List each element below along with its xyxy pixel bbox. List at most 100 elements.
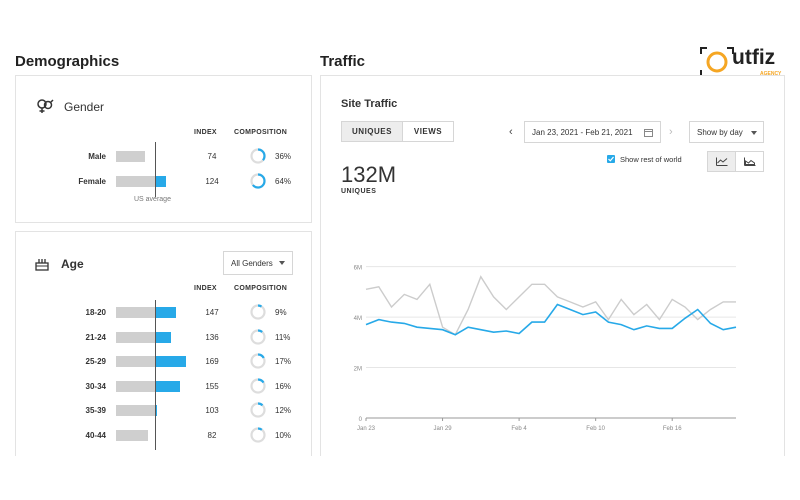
gender-icon (37, 99, 54, 113)
age-composition-header: COMPOSITION (234, 285, 288, 292)
gender-row-label: Female (78, 177, 106, 186)
age-index-bar (156, 331, 171, 343)
age-index-header: INDEX (194, 285, 217, 292)
composition-ring-icon (250, 304, 266, 320)
big-metric-value: 132M (341, 162, 397, 187)
age-composition-value: 11% (275, 332, 291, 342)
x-tick-label: Jan 29 (434, 426, 453, 432)
us-average-label: US average (134, 196, 171, 203)
composition-ring-icon (250, 328, 266, 345)
age-composition-value: 17% (275, 357, 292, 366)
site-traffic-chart: 0 2M 4M 6M Jan 23 Jan 29 Feb 4 Feb 10 Feb 16 (354, 266, 737, 432)
age-row-label: 30-34 (85, 381, 106, 391)
chevron-down-icon (751, 131, 757, 135)
age-index-value: 82 (207, 430, 217, 440)
traffic-title: Traffic (320, 53, 366, 70)
cake-icon (35, 259, 49, 271)
date-range-value: Jan 23, 2021 - Feb 21, 2021 (532, 127, 633, 137)
age-index-value: 155 (205, 381, 219, 391)
age-index-bar (156, 307, 176, 318)
gender-index-header: INDEX (194, 129, 217, 136)
age-card: Age All Genders INDEX COMPOSITION 18-20 1… (15, 231, 312, 456)
age-row-label: 25-29 (85, 357, 106, 366)
composition-ring-icon (250, 377, 266, 394)
line-chart-icon (715, 157, 727, 166)
show-rest-label: Show rest of world (620, 155, 682, 164)
area-chart-toggle[interactable] (735, 151, 764, 172)
age-composition-value: 10% (275, 430, 292, 440)
show-by-dropdown[interactable]: Show by day (689, 121, 764, 143)
check-icon (608, 156, 614, 162)
date-range-picker[interactable]: Jan 23, 2021 - Feb 21, 2021 (524, 121, 661, 143)
composition-ring-icon (250, 148, 266, 164)
x-tick-label: Feb 4 (511, 426, 527, 432)
age-row-label: 18-20 (85, 308, 106, 317)
gender-index-bar (156, 176, 166, 187)
age-index-bar (156, 405, 157, 416)
age-index-bar (116, 429, 148, 441)
show-rest-checkbox[interactable] (607, 155, 615, 163)
age-index-bar (156, 356, 186, 367)
line-chart-toggle[interactable] (707, 151, 736, 172)
gender-title: Gender (64, 100, 105, 114)
tab-views[interactable]: VIEWS (402, 121, 454, 142)
area-chart-icon (743, 157, 755, 166)
big-metric-label: UNIQUES (341, 188, 377, 195)
age-baseline-bar (116, 405, 155, 416)
gender-filter-dropdown[interactable]: All Genders (223, 251, 293, 275)
age-composition-value: 16% (275, 381, 292, 391)
age-row-label: 40-44 (85, 430, 106, 440)
age-baseline-bar (116, 307, 155, 318)
logo-subtext: AGENCY (760, 71, 782, 77)
age-index-value: 169 (205, 357, 219, 366)
gender-filter-value: All Genders (231, 258, 273, 268)
composition-ring-icon (250, 173, 266, 189)
composition-ring-icon (250, 402, 266, 418)
age-title: Age (61, 257, 84, 271)
age-baseline-bar (116, 356, 155, 367)
gender-baseline-bar (116, 176, 155, 187)
age-index-bar (156, 380, 180, 392)
us-average-line (155, 142, 156, 197)
demographics-title: Demographics (15, 53, 120, 70)
x-tick-label: Feb 16 (663, 426, 682, 432)
chevron-down-icon (279, 261, 285, 265)
site-traffic-title: Site Traffic (341, 98, 398, 110)
age-row-label: 21-24 (85, 332, 106, 342)
gender-index-value: 74 (207, 152, 217, 161)
age-index-value: 147 (205, 308, 219, 317)
next-range-button[interactable]: › (669, 126, 673, 138)
y-tick-label: 0 (359, 417, 363, 423)
series-line-0 (365, 275, 736, 336)
previous-range-button[interactable]: ‹ (509, 126, 513, 138)
gender-composition-value: 64% (275, 177, 292, 186)
calendar-icon (644, 129, 653, 137)
y-tick-label: 2M (354, 367, 362, 373)
show-by-value: Show by day (697, 127, 743, 137)
y-tick-label: 6M (354, 266, 362, 272)
gender-composition-value: 36% (275, 152, 292, 161)
x-tick-label: Feb 10 (586, 426, 605, 432)
y-tick-label: 4M (354, 316, 362, 322)
age-row-label: 35-39 (85, 406, 106, 415)
tab-uniques[interactable]: UNIQUES (341, 121, 403, 142)
x-tick-label: Jan 23 (357, 426, 376, 432)
gender-index-bar (116, 151, 145, 162)
age-average-line (155, 300, 156, 450)
logo-text: utfiz (732, 46, 776, 69)
age-index-value: 136 (205, 332, 219, 342)
age-index-value: 103 (205, 406, 219, 415)
series-line-1 (365, 303, 737, 336)
composition-ring-icon (250, 353, 266, 369)
age-composition-value: 9% (275, 308, 287, 317)
brand-logo: utfiz AGENCY (697, 44, 787, 80)
gender-row-label: Male (88, 152, 106, 161)
site-traffic-card: Site Traffic UNIQUES VIEWS ‹ Jan 23, 202… (320, 75, 785, 456)
composition-ring-icon (250, 426, 266, 443)
age-baseline-bar (116, 380, 155, 392)
age-composition-value: 12% (275, 406, 292, 415)
gender-composition-header: COMPOSITION (234, 129, 288, 136)
gender-index-value: 124 (205, 177, 219, 186)
age-baseline-bar (116, 331, 155, 343)
gender-card: Gender INDEX COMPOSITION Male 74 36% Female… (15, 75, 312, 223)
